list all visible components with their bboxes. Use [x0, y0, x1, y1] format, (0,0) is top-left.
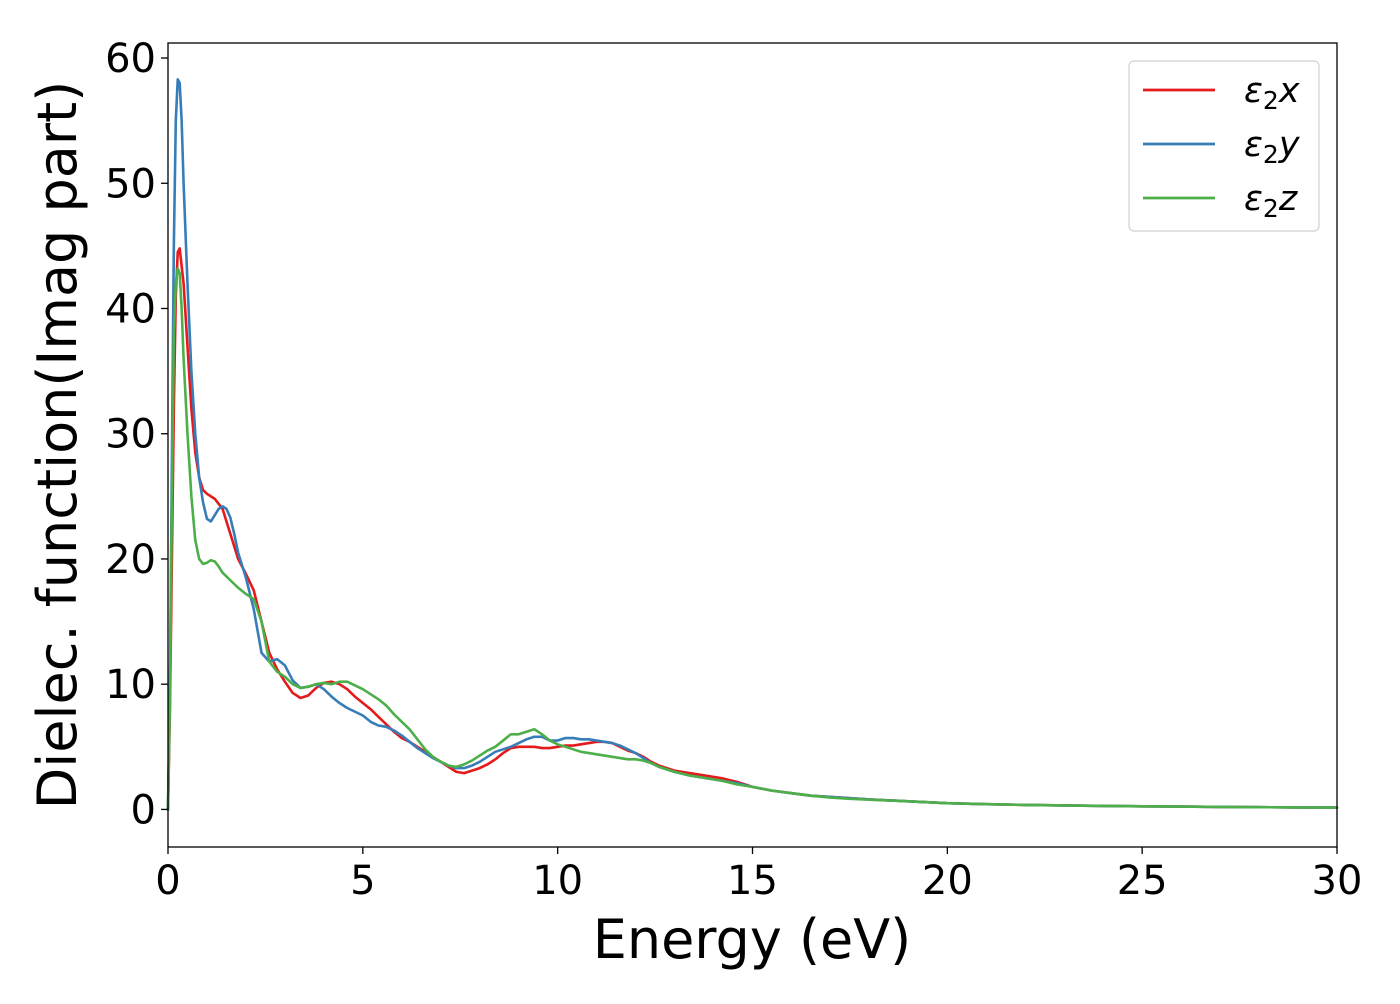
y-tick-label: 60	[105, 36, 156, 82]
x-tick-label: 5	[350, 858, 375, 904]
legend-label-subscript: 2	[1263, 86, 1279, 115]
y-tick-label: 50	[105, 161, 156, 207]
legend-label-base: ε	[1244, 125, 1263, 165]
legend-label-suffix: z	[1278, 179, 1298, 219]
legend-label-1: ε2y	[1244, 125, 1301, 169]
x-tick-label: 30	[1312, 858, 1363, 904]
x-axis-title: Energy (eV)	[593, 908, 912, 971]
series-layer	[166, 78, 1339, 811]
x-tick-label: 15	[727, 858, 778, 904]
legend-label-base: ε	[1244, 179, 1263, 219]
legend-label-suffix: y	[1278, 125, 1301, 165]
y-tick-label: 0	[131, 787, 156, 833]
legend-label-0: ε2x	[1244, 71, 1300, 115]
y-axis-ticks: 0 10 20 30 40 50 60	[105, 36, 168, 833]
y-tick-label: 10	[105, 662, 156, 708]
x-axis-ticks: 0 5 10 15 20 25 30	[155, 847, 1362, 904]
series-line-2	[166, 267, 1339, 811]
x-tick-label: 20	[922, 858, 973, 904]
legend-label-base: ε	[1244, 71, 1263, 111]
legend-box	[1128, 60, 1320, 232]
y-tick-label: 20	[105, 537, 156, 583]
legend-label-2: ε2z	[1244, 179, 1298, 223]
legend-label-suffix: x	[1278, 71, 1300, 111]
x-tick-label: 0	[155, 858, 180, 904]
y-axis-title: Dielec. function(Imag part)	[26, 81, 89, 810]
legend-label-subscript: 2	[1263, 140, 1279, 169]
x-tick-label: 10	[532, 858, 583, 904]
x-tick-label: 25	[1117, 858, 1168, 904]
legend-label-subscript: 2	[1263, 194, 1279, 223]
y-tick-label: 30	[105, 412, 156, 458]
y-tick-label: 40	[105, 286, 156, 332]
